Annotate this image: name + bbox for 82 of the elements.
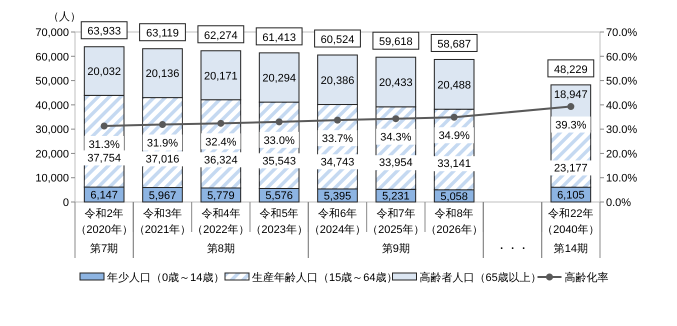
data-label: 31.3%: [88, 138, 120, 151]
total-label: 59,618: [379, 36, 413, 48]
data-label: 5,967: [148, 190, 176, 202]
data-label: 35,543: [262, 155, 296, 168]
x-tick-label: 令和2年（2020年）: [75, 207, 133, 236]
data-label: 34.3%: [380, 132, 412, 144]
y-axis-title: （人）: [48, 11, 81, 23]
y2-tick-label: 20.0%: [606, 148, 638, 160]
y-tick-label: 10,000: [35, 172, 69, 185]
data-label: 5,231: [382, 190, 410, 203]
data-label: 36,324: [204, 154, 238, 166]
data-label: 20,136: [146, 68, 180, 80]
y2-tick-label: 0.0%: [606, 197, 632, 209]
data-label: 5,395: [324, 190, 352, 202]
total-label: 62,274: [204, 30, 238, 42]
data-label: 18,947: [554, 88, 588, 101]
point: [450, 114, 458, 121]
point: [276, 118, 283, 126]
data-label: 23,177: [554, 162, 588, 174]
y2-tick-label: 70.0%: [606, 27, 638, 39]
text: 第7期: [90, 243, 118, 255]
text: 第8期: [206, 243, 235, 255]
data-label: 20,032: [87, 66, 121, 78]
data-label: 39.3%: [555, 120, 587, 132]
total-label: 61,413: [262, 32, 296, 44]
data-label: 34,743: [320, 156, 354, 168]
total-label: 63,933: [87, 26, 121, 38]
x-tick-label: 令和6年（2024年）: [308, 207, 366, 236]
data-label: 6,105: [557, 190, 585, 202]
data-label: 20,488: [437, 79, 471, 92]
x-tick-label: 令和22年（2040年）: [542, 207, 600, 236]
x-tick-label: 令和4年（2022年）: [192, 207, 250, 236]
y2-tick-label: 10.0%: [606, 172, 638, 185]
y-tick-label: 0: [62, 197, 69, 209]
legend-label: 年少人口（0歳～14歳）: [107, 271, 224, 284]
y-tick-label: 60,000: [35, 51, 69, 64]
point: [100, 122, 108, 130]
x-tick-label: 令和8年（2026年）: [425, 207, 483, 236]
data-label: 6,147: [90, 190, 118, 202]
data-label: 20,294: [262, 72, 296, 84]
legend-label: 高齢者人口（65歳以上）: [420, 271, 542, 284]
data-label: 33,141: [437, 158, 471, 170]
data-label: 31.9%: [146, 138, 178, 150]
x-tick-label: 令和5年（2023年）: [250, 207, 308, 236]
y-tick-label: 20,000: [35, 148, 69, 160]
text: 第9期: [382, 243, 410, 255]
data-label: 37,754: [87, 152, 121, 164]
y-tick-label: 40,000: [35, 100, 69, 112]
point: [334, 116, 341, 124]
point: [217, 120, 224, 127]
data-label: 33,954: [379, 157, 413, 170]
data-label: 5,058: [440, 190, 468, 203]
point: [567, 103, 574, 110]
data-label: 32.4%: [205, 136, 237, 148]
data-label: 33.0%: [264, 134, 295, 147]
total-label: 48,229: [554, 64, 588, 76]
data-label: 34.9%: [438, 130, 470, 142]
data-label: 37,016: [146, 153, 180, 166]
data-label: 20,386: [320, 74, 354, 87]
text: 第14期: [554, 243, 588, 255]
legend-label: 生産年齢人口（15歳～64歳）: [252, 271, 398, 284]
data-label: 20,433: [379, 77, 413, 90]
total-label: 58,687: [437, 38, 471, 50]
point: [392, 115, 400, 122]
data-label: 5,779: [207, 190, 235, 202]
y2-tick-label: 50.0%: [606, 76, 638, 88]
total-label: 60,524: [320, 34, 354, 46]
y2-tick-label: 60.0%: [606, 51, 638, 64]
legend-label: 高齢化率: [564, 271, 608, 284]
total-label: 63,119: [146, 28, 179, 40]
y-tick-label: 30,000: [35, 124, 69, 136]
x-tick-label: 令和3年（2021年）: [134, 207, 192, 236]
data-label: 33.7%: [322, 133, 354, 146]
point: [159, 121, 166, 128]
x-tick-label: 令和7年（2025年）: [367, 207, 425, 236]
y-tick-label: 50,000: [35, 76, 69, 88]
data-label: 20,171: [204, 70, 238, 82]
y-tick-label: 70,000: [35, 27, 69, 39]
text: ・・・: [496, 243, 529, 255]
y2-tick-label: 40.0%: [606, 100, 638, 112]
data-label: 5,576: [265, 190, 293, 202]
y2-tick-label: 30.0%: [606, 124, 638, 136]
